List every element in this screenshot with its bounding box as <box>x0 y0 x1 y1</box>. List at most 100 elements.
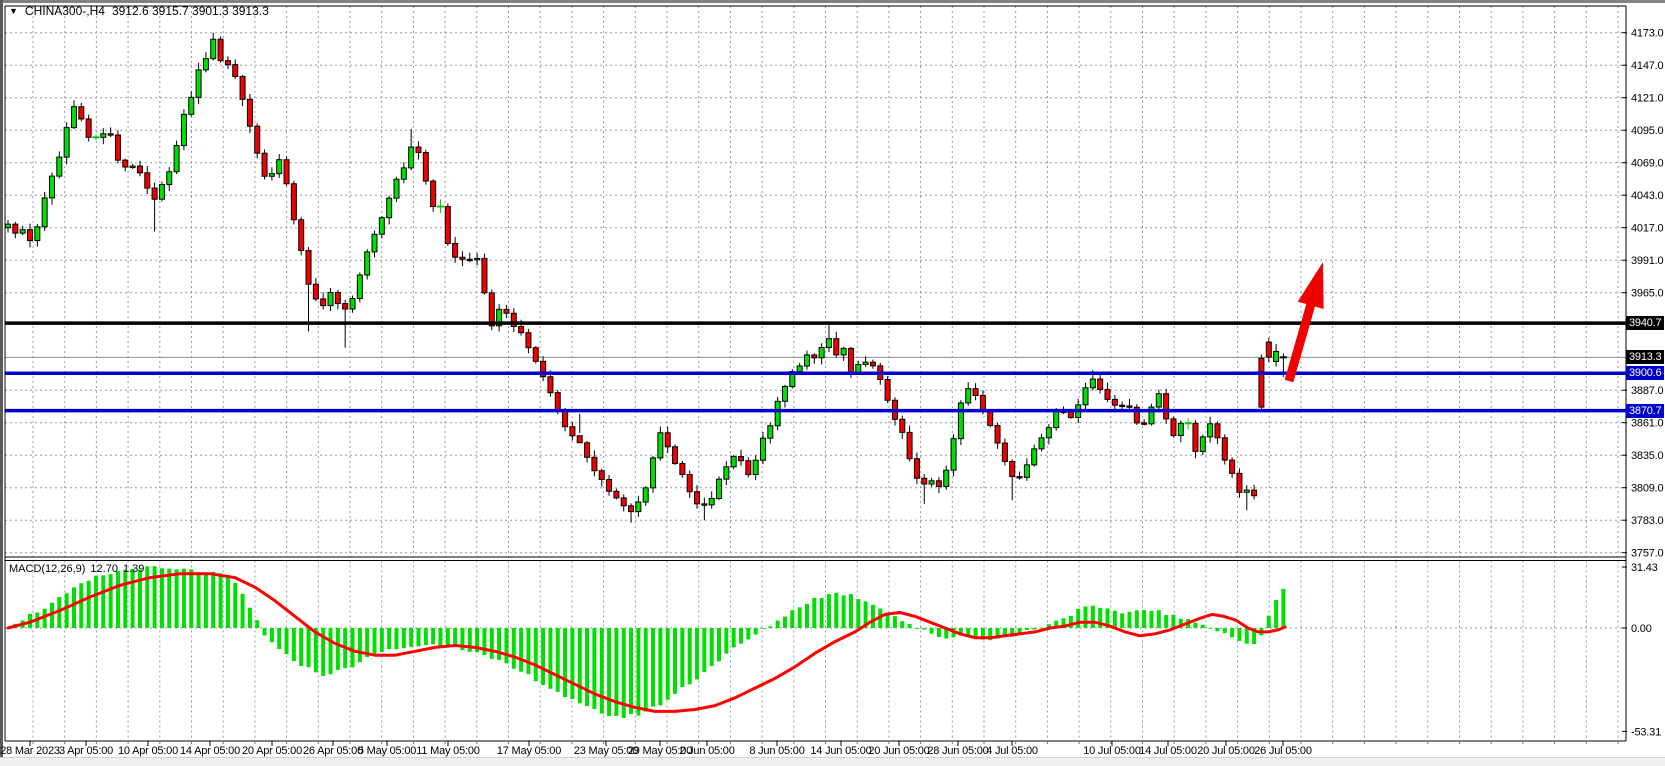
bull-candle <box>796 365 803 373</box>
macd-bar <box>145 566 150 628</box>
macd-bar <box>614 628 619 716</box>
macd-bar <box>526 628 531 675</box>
macd-bar <box>240 593 245 628</box>
macd-bar <box>621 628 626 718</box>
bear-candle <box>584 442 591 458</box>
bull-candle <box>716 478 723 499</box>
bull-candle <box>642 487 649 503</box>
trend-arrow-annotation[interactable] <box>1284 262 1324 383</box>
macd-bar <box>445 628 450 646</box>
bull-candle <box>496 308 503 327</box>
macd-bar <box>71 587 76 628</box>
macd-signal-value: 1.39 <box>122 563 145 575</box>
symbol-dropdown-icon[interactable]: ▼ <box>9 6 18 16</box>
macd-bar <box>760 628 765 629</box>
price-tick-label: 4043.0 <box>1631 190 1664 202</box>
macd-bar <box>49 602 54 628</box>
macd-bar <box>592 628 597 709</box>
bear-candle <box>1229 459 1236 474</box>
macd-bar <box>966 628 971 637</box>
macd-bar <box>848 594 853 628</box>
bull-candle <box>774 400 781 427</box>
macd-bar <box>1061 618 1066 628</box>
price-tick-label: 3835.0 <box>1631 450 1664 462</box>
date-axis-ticks <box>29 741 1619 746</box>
bear-candle <box>1251 489 1258 497</box>
macd-indicator-label: MACD(12,26,9) 12.70 1.39 <box>9 563 149 575</box>
date-tick-label: 14 Jun 05:00 <box>810 745 872 757</box>
macd-bar <box>460 628 465 651</box>
macd-bar <box>1127 611 1132 628</box>
horizontal-level-lines[interactable] <box>5 321 1626 413</box>
bull-candle <box>825 338 832 349</box>
macd-bar <box>137 569 142 628</box>
macd-bar <box>680 628 685 687</box>
macd-bar <box>870 604 875 628</box>
bull-candle <box>276 159 283 175</box>
macd-bar <box>739 628 743 644</box>
macd-bar <box>511 628 516 669</box>
macd-bar <box>1274 600 1279 628</box>
up-arrow-icon[interactable] <box>1284 262 1324 383</box>
macd-bar <box>519 628 524 672</box>
bear-candle <box>85 118 92 138</box>
bull-candle <box>180 113 187 147</box>
macd-bar <box>379 628 384 652</box>
macd-histogram <box>6 566 1286 718</box>
bull-candle <box>158 184 165 200</box>
macd-bar <box>321 628 326 676</box>
price-badge-support-2: 3870.7 <box>1626 403 1665 418</box>
date-tick-label: 3 Apr 05:00 <box>58 745 114 757</box>
macd-bar <box>247 607 252 628</box>
date-tick-label: 10 Jul 05:00 <box>1083 745 1141 757</box>
macd-bar <box>108 574 113 628</box>
macd-bar <box>651 628 656 707</box>
bear-candle <box>136 165 143 174</box>
date-tick-label: 11 May 05:00 <box>416 745 480 757</box>
bull-candle <box>855 363 862 373</box>
bull-candle <box>349 298 356 310</box>
window-bottom-edge <box>0 757 1665 766</box>
macd-bar <box>629 628 634 715</box>
macd-bar <box>497 628 502 661</box>
bull-candle <box>1243 489 1250 493</box>
bear-candle <box>1111 398 1118 406</box>
macd-bar <box>790 610 795 628</box>
bear-candle <box>459 256 466 260</box>
macd-bar <box>1024 628 1029 630</box>
macd-bar <box>1054 620 1059 628</box>
macd-bar <box>42 608 47 628</box>
price-tick-label: 4095.0 <box>1631 125 1664 137</box>
bear-candle <box>415 146 422 154</box>
bear-candle <box>342 303 349 310</box>
macd-bar <box>753 628 758 635</box>
bull-candle <box>56 156 63 177</box>
bear-candle <box>884 379 891 401</box>
macd-bar <box>335 628 340 670</box>
macd-bar <box>416 628 421 647</box>
macd-bar <box>365 628 370 658</box>
bull-candle <box>166 171 173 186</box>
bear-candle <box>672 446 679 464</box>
bull-candle <box>195 69 202 98</box>
bear-candle <box>78 106 85 120</box>
macd-bar <box>189 569 194 628</box>
macd-bar <box>438 628 443 646</box>
macd-bar <box>1076 609 1081 628</box>
bear-candle <box>232 64 239 77</box>
macd-bar <box>159 568 164 628</box>
macd-bar <box>423 628 428 645</box>
bull-candle <box>1031 448 1038 466</box>
bear-candle <box>290 183 297 221</box>
bull-candle <box>657 432 664 459</box>
bull-candle <box>1023 464 1030 478</box>
bear-candle <box>532 347 539 362</box>
macd-bar <box>841 595 846 628</box>
bear-candle <box>26 229 33 242</box>
bear-candle <box>811 354 818 359</box>
macd-bar <box>203 573 208 628</box>
bear-candle <box>254 125 261 154</box>
macd-bar <box>504 628 509 664</box>
bear-candle <box>114 134 121 161</box>
